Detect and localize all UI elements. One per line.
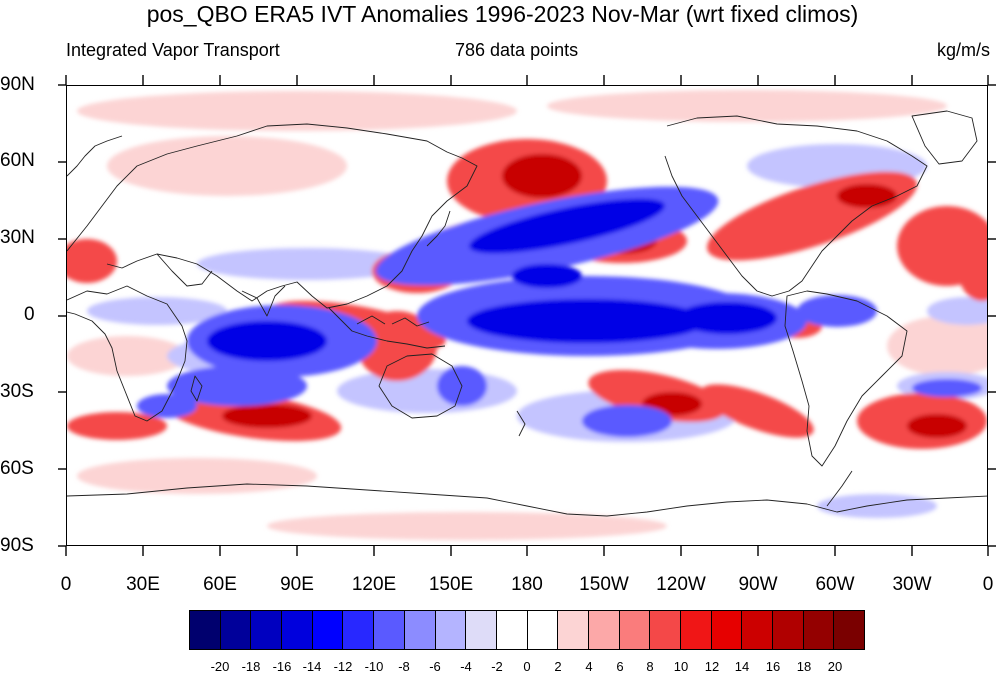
lat-label-60n: 60N [0,150,35,171]
colorbar-swatch [742,611,774,649]
colorbar-swatch [220,611,252,649]
colorbar-label: 8 [646,659,654,674]
colorbar-label: -10 [364,659,384,674]
lon-label-60w: 60W [815,574,855,595]
colorbar-swatch [834,611,865,649]
variable-label: Integrated Vapor Transport [66,40,280,60]
colorbar-swatch [190,611,221,649]
lat-label-90n: 90N [0,74,35,95]
colorbar-label: 14 [734,659,750,674]
colorbar-swatch [711,611,743,649]
colorbar-label: 16 [765,659,781,674]
lon-label-0: 0 [60,574,72,595]
data-count-label: 786 data points [455,40,579,60]
colorbar-label: 2 [554,659,562,674]
lon-label-120e: 120E [351,574,397,595]
colorbar-swatch [435,611,467,649]
colorbar-label: -12 [333,659,353,674]
colorbar-label: 6 [616,659,624,674]
colorbar-swatch [404,611,436,649]
colorbar-label: 20 [827,659,843,674]
colorbar-swatch [773,611,804,649]
lon-label-90e: 90E [280,574,314,595]
lon-label-120w: 120W [656,574,706,595]
lat-label-90s: 90S [0,535,34,556]
colorbar-label: -20 [210,659,230,674]
colorbar-swatch [466,611,497,649]
plot-title: pos_QBO ERA5 IVT Anomalies 1996-2023 Nov… [146,1,859,27]
colorbar-swatch [343,611,375,649]
colorbar-label: -6 [429,659,441,674]
colorbar-label: 4 [585,659,593,674]
colorbar-label: -2 [491,659,503,674]
lon-label-150w: 150W [579,574,629,595]
colorbar-swatch [496,611,528,649]
colorbar-swatch [282,611,313,649]
colorbar-label: -14 [302,659,322,674]
colorbar-swatch [527,611,559,649]
colorbar-swatch [558,611,589,649]
colorbar-swatch [619,611,651,649]
colorbar-label: 18 [796,659,812,674]
lon-label-90w: 90W [738,574,778,595]
colorbar-label: -16 [272,659,292,674]
colorbar-label: 12 [704,659,720,674]
colorbar-label: -18 [241,659,261,674]
lon-label-60e: 60E [203,574,237,595]
colorbar-swatch [251,611,283,649]
lon-label-180: 180 [511,574,543,595]
anomaly-field [67,90,987,540]
colorbar-swatch [681,611,712,649]
colorbar-label: -8 [398,659,410,674]
colorbar-label: -4 [460,659,472,674]
units-label: kg/m/s [936,40,990,60]
lat-label-30s: 30S [0,381,34,402]
colorbar-swatch [374,611,405,649]
lon-label-150e: 150E [428,574,474,595]
lon-label-360: 0 [982,574,994,595]
lat-label-60s: 60S [0,458,34,479]
lon-label-30e: 30E [126,574,160,595]
strong-negative-cores [207,198,777,361]
colorbar-label: 0 [523,659,531,674]
colorbar-swatch [588,611,620,649]
lat-label-30n: 30N [0,227,35,248]
lon-label-30w: 30W [892,574,932,595]
map-panel [66,85,988,546]
colorbar-swatch [650,611,681,649]
colorbar-swatch [803,611,835,649]
coastlines [67,110,987,517]
lat-label-eq: 0 [24,304,35,325]
colorbar-swatch [312,611,344,649]
colorbar-label: 10 [673,659,689,674]
colorbar [189,610,865,650]
